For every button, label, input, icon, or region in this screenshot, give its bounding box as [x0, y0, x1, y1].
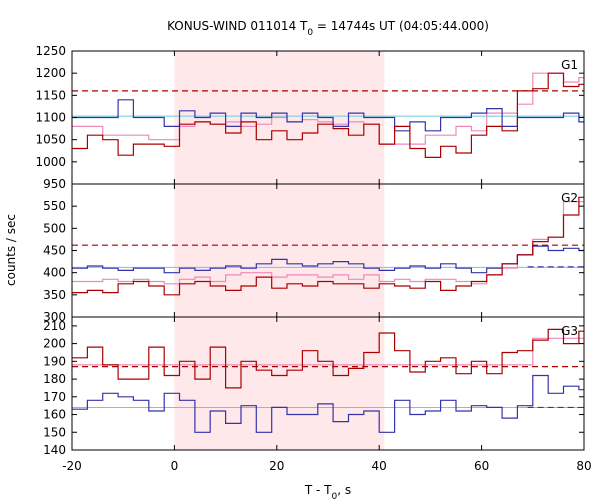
panel-g3-red-series — [72, 328, 584, 389]
panel-g1-y-tick-label: 1100 — [35, 111, 66, 125]
panel-g1-y-tick-label: 1250 — [35, 44, 66, 58]
panel-g2-y-tick-label: 550 — [43, 199, 66, 213]
x-tick-label: -20 — [62, 459, 82, 473]
panel-g2-y-tick-label: 450 — [43, 244, 66, 258]
panel-g1: 950 1000 1050 1100 1150 1200 1250 G1 — [35, 44, 585, 191]
panel-g2-shaded-interval — [174, 184, 385, 317]
x-tick-label: 20 — [269, 459, 284, 473]
panel-g3-y-tick-label: 140 — [43, 443, 66, 457]
panel-g3-y-tick-label: 190 — [43, 354, 66, 368]
panel-g3-y-tick-label: 210 — [43, 319, 66, 333]
panel-g1-y-tick-label: 950 — [43, 177, 66, 191]
panel-g3-y-tick-label: 200 — [43, 337, 66, 351]
chart-title: KONUS-WIND 011014 T0 = 14744s UT (04:05:… — [167, 19, 489, 38]
x-tick-label: 60 — [474, 459, 489, 473]
panel-g3-blue-series — [72, 374, 584, 433]
panels-group: 950100010501100115012001250G130035040045… — [35, 44, 591, 473]
chart-title-subscript: 0 — [307, 28, 313, 38]
chart-title-rest: = 14744s UT (04:05:44.000) — [313, 19, 489, 33]
panel-g1-label: G1 — [561, 58, 578, 72]
panel-g2-label: G2 — [561, 191, 578, 205]
x-axis-label-main: T - T — [304, 483, 332, 497]
panel-g3: 140 150 160 170 180 190 200 210 G3 — [43, 316, 585, 457]
x-axis-label-rest: , s — [337, 483, 351, 497]
panel-g1-red-series — [72, 72, 584, 158]
panel-g3-y-tick-label: 180 — [43, 372, 66, 386]
panel-g3-y-tick-label: 150 — [43, 425, 66, 439]
x-tick-label: 40 — [372, 459, 387, 473]
panel-g3-shaded-interval — [174, 317, 385, 450]
x-tick-label: 80 — [576, 459, 591, 473]
panel-g2-y-tick-label: 350 — [43, 288, 66, 302]
panel-g3-frame — [71, 316, 585, 451]
panel-g1-y-tick-label: 1000 — [35, 155, 66, 169]
y-axis-label: counts / sec — [4, 214, 18, 286]
panel-g1-y-tick-label: 1050 — [35, 133, 66, 147]
x-axis-label: T - T0, s — [304, 483, 351, 500]
chart-title-main: KONUS-WIND 011014 T — [167, 19, 308, 33]
x-axis-label-subscript: 0 — [332, 492, 338, 500]
panel-g2-y-tick-label: 500 — [43, 221, 66, 235]
panel-g1-y-tick-label: 1150 — [35, 88, 66, 102]
panel-g3-y-tick-label: 160 — [43, 408, 66, 422]
x-tick-label: 0 — [171, 459, 179, 473]
panel-g2-red-series — [72, 196, 584, 296]
panel-g3-pink-series — [72, 337, 584, 366]
panel-g1-y-tick-label: 1200 — [35, 66, 66, 80]
panel-g2: 300 350 400 450 500 550 G2 — [43, 183, 585, 324]
panel-g3-y-tick-label: 170 — [43, 390, 66, 404]
panel-g3-label: G3 — [561, 324, 578, 338]
panel-g2-y-tick-label: 300 — [43, 310, 66, 324]
panel-g2-y-tick-label: 400 — [43, 266, 66, 280]
